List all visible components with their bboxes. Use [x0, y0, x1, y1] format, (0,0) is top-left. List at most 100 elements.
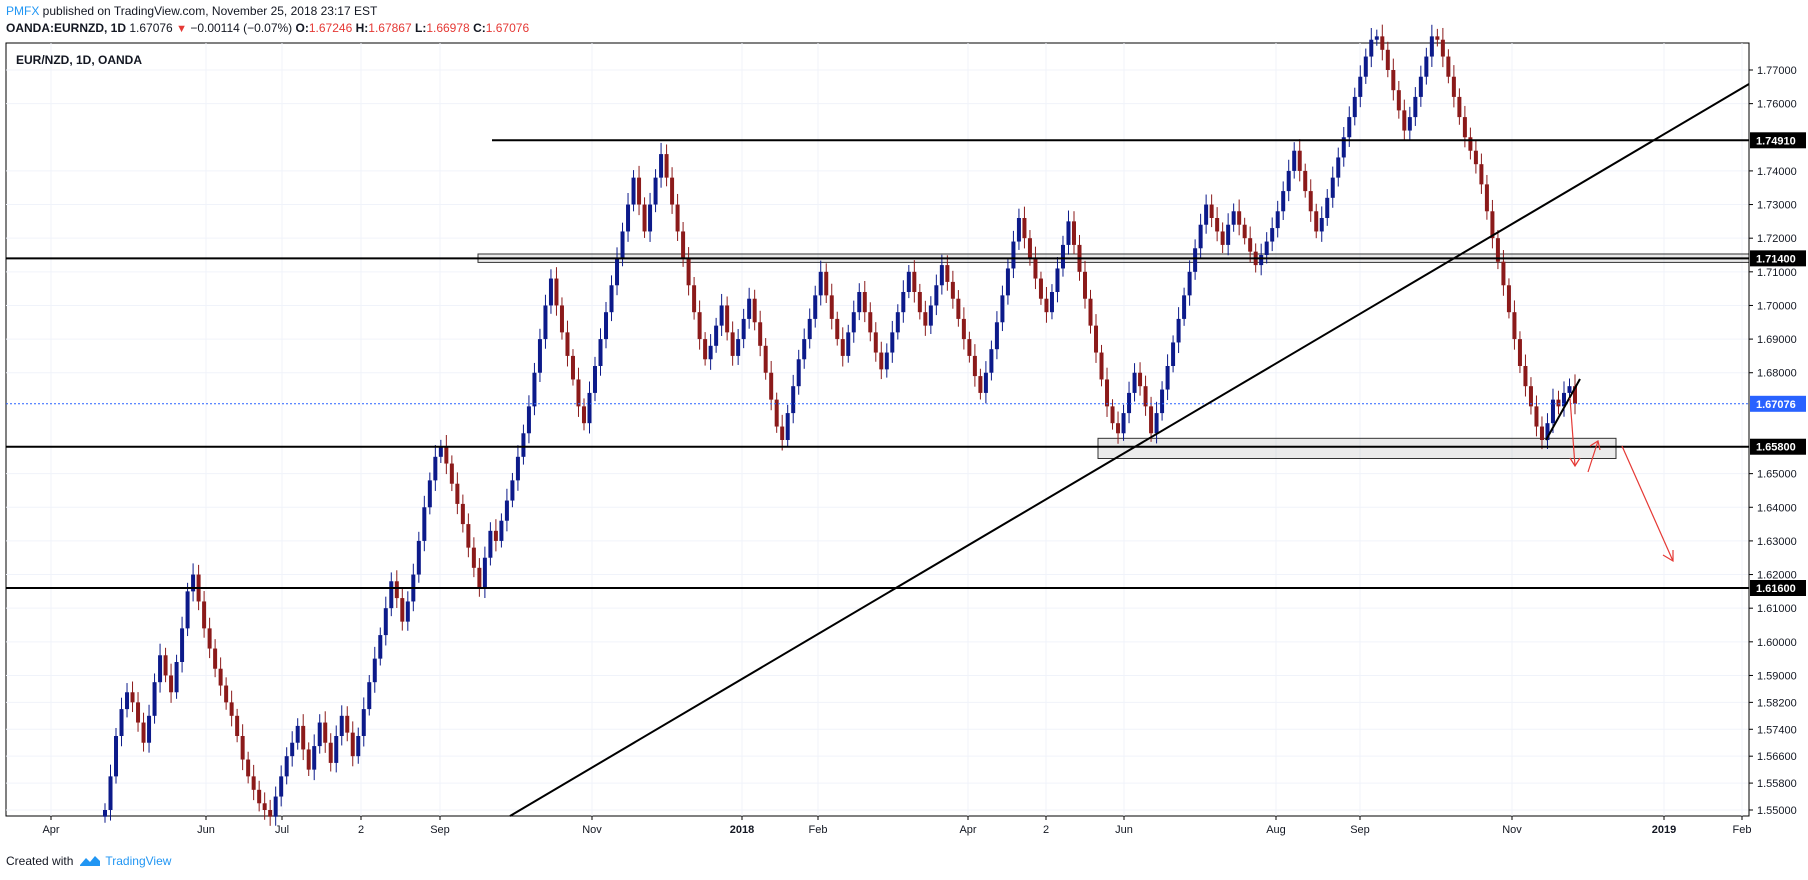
projection-arrows — [1569, 397, 1674, 563]
candle-body — [1352, 96, 1357, 118]
candle-body — [1187, 271, 1192, 296]
price-level-tag-label: 1.71400 — [1756, 253, 1796, 265]
candle-body — [873, 332, 878, 353]
candle-body — [565, 332, 570, 356]
candle-body — [664, 154, 669, 178]
candle-body — [1160, 389, 1165, 414]
candle-body — [191, 574, 196, 592]
y-tick-label: 1.56600 — [1757, 751, 1797, 763]
candle-body — [1297, 150, 1302, 171]
candle-body — [521, 433, 526, 457]
candle-body — [1561, 392, 1566, 407]
y-tick-label: 1.68000 — [1757, 368, 1797, 380]
candle-body — [510, 480, 515, 501]
candle-body — [422, 507, 427, 541]
candle-body — [367, 682, 372, 710]
publish-info: PMFX published on TradingView.com, Novem… — [6, 4, 377, 18]
candle-body — [631, 177, 636, 205]
candle-body — [1231, 211, 1236, 225]
current-price-tag — [1750, 395, 1806, 412]
candle-body — [923, 312, 928, 326]
candle-body — [1545, 423, 1550, 440]
candle-body — [444, 446, 449, 464]
price-level-tag-label: 1.61600 — [1756, 583, 1796, 595]
candle-body — [515, 456, 520, 481]
candle-body — [829, 295, 834, 319]
candle-body — [312, 746, 317, 770]
candle-body — [345, 715, 350, 733]
candle-body — [158, 655, 163, 683]
candle-body — [1495, 238, 1500, 262]
candle-body — [1374, 36, 1379, 40]
y-tick-label: 1.64000 — [1757, 502, 1797, 514]
candle-body — [1380, 36, 1385, 50]
candle-body — [1413, 96, 1418, 118]
publisher-name[interactable]: PMFX — [6, 4, 40, 18]
horizontal-levels — [6, 139, 1749, 589]
candle-body — [1303, 170, 1308, 192]
candle-body — [835, 318, 840, 340]
candle-body — [361, 709, 366, 736]
candle-body — [405, 601, 410, 622]
low-value: 1.66978 — [426, 21, 470, 35]
time-axis[interactable]: Apr Jun Jul 2 Sep Nov 2018 Feb Apr 2 Jun Aug Sep Nov 2… — [42, 816, 1751, 836]
price-level-tag-label: 1.74910 — [1756, 135, 1796, 147]
y-tick-label: 1.73000 — [1757, 200, 1797, 212]
candle-body — [609, 285, 614, 313]
x-tick-label: Sep — [430, 824, 450, 836]
candle-body — [1501, 261, 1506, 286]
price-level-tag — [1750, 438, 1806, 455]
candle-body — [983, 372, 988, 393]
candle-body — [692, 285, 697, 313]
candle-body — [846, 332, 851, 356]
candle-body — [218, 668, 223, 686]
candle-body — [548, 278, 553, 306]
tradingview-link[interactable]: TradingView — [79, 854, 171, 868]
candle-body — [1407, 117, 1412, 131]
candle-body — [328, 742, 333, 763]
candle-body — [978, 376, 983, 393]
candle-body — [438, 446, 443, 457]
plot-area[interactable] — [5, 42, 1750, 817]
candle-body — [427, 480, 432, 508]
candle-body — [1556, 399, 1561, 407]
price-axis[interactable]: 1.77000 1.76000 1.74000 1.73000 1.72000 1.710… — [1749, 65, 1806, 817]
support-zone — [1097, 437, 1617, 459]
tradingview-brand: TradingView — [105, 854, 172, 868]
candle-body — [130, 692, 135, 703]
candle-body — [1038, 278, 1043, 299]
candle-body — [1319, 218, 1324, 232]
candle-body — [879, 352, 884, 370]
candle-body — [1539, 426, 1544, 440]
candle-body — [1424, 56, 1429, 77]
price-level-tag — [1750, 250, 1806, 267]
candle-body — [1473, 150, 1478, 165]
candle-body — [912, 271, 917, 292]
candle-body — [1094, 325, 1099, 353]
y-tick-label: 1.63000 — [1757, 536, 1797, 548]
open-value: 1.67246 — [308, 21, 353, 35]
x-tick-label: 2 — [358, 824, 364, 836]
candle-body — [1165, 366, 1170, 390]
candle-body — [1286, 170, 1291, 192]
candle-body — [268, 810, 273, 817]
candle-body — [857, 292, 862, 313]
projection-arrow — [1621, 445, 1674, 562]
candle-body — [1341, 137, 1346, 158]
open-label: O: — [295, 21, 309, 35]
candle-body — [994, 322, 999, 350]
candle-body — [1517, 339, 1522, 366]
candle-body — [262, 803, 267, 810]
candle-body — [543, 305, 548, 340]
candle-body — [163, 655, 168, 676]
candle-body — [449, 463, 454, 484]
candle-body — [1369, 39, 1374, 57]
candle-body — [593, 366, 597, 393]
candle-body — [1385, 49, 1390, 70]
projection-arrow — [1589, 440, 1601, 451]
candle-body — [758, 322, 763, 346]
candle-body — [1435, 36, 1440, 40]
candle-body — [659, 154, 664, 178]
candle-body — [1110, 406, 1115, 424]
